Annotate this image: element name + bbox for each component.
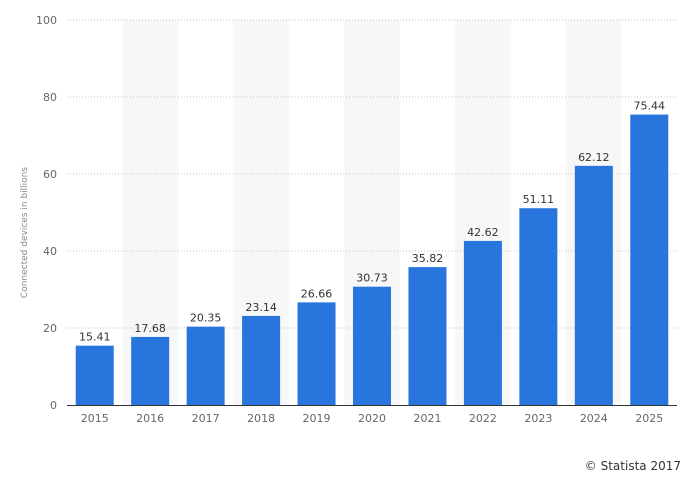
bar-2021[interactable] bbox=[408, 267, 447, 405]
y-tick-label-80: 80 bbox=[43, 91, 57, 104]
source-credit[interactable]: © Statista 2017 bbox=[584, 459, 681, 473]
y-tick-label-40: 40 bbox=[43, 245, 57, 258]
bar-2016[interactable] bbox=[131, 336, 170, 405]
data-label-2022: 42.62 bbox=[467, 226, 499, 239]
data-label-2021: 35.82 bbox=[412, 252, 444, 265]
x-tick-label-2016: 2016 bbox=[136, 412, 164, 425]
x-tick-label-2020: 2020 bbox=[358, 412, 386, 425]
x-tick-label-2023: 2023 bbox=[524, 412, 552, 425]
bar-2017[interactable] bbox=[186, 326, 225, 405]
x-tick-label-2025: 2025 bbox=[635, 412, 663, 425]
x-tick-label-2015: 2015 bbox=[81, 412, 109, 425]
x-tick-label-2018: 2018 bbox=[247, 412, 275, 425]
data-label-2024: 62.12 bbox=[578, 151, 610, 164]
data-label-2017: 20.35 bbox=[190, 312, 222, 325]
data-label-2020: 30.73 bbox=[356, 272, 388, 285]
y-tick-label-0: 0 bbox=[50, 399, 57, 412]
data-label-2023: 51.11 bbox=[523, 193, 555, 206]
y-axis-ticks: 0 20 40 60 80 100 bbox=[36, 14, 57, 412]
data-label-2025: 75.44 bbox=[634, 100, 666, 113]
x-tick-label-2021: 2021 bbox=[413, 412, 441, 425]
bar-2018[interactable] bbox=[242, 315, 281, 405]
y-tick-label-20: 20 bbox=[43, 322, 57, 335]
bar-2024[interactable] bbox=[574, 165, 613, 405]
bars bbox=[75, 114, 669, 405]
bar-2022[interactable] bbox=[463, 240, 502, 405]
bar-2023[interactable] bbox=[519, 208, 558, 405]
bar-2025[interactable] bbox=[630, 114, 669, 405]
x-tick-label-2022: 2022 bbox=[469, 412, 497, 425]
x-tick-label-2024: 2024 bbox=[580, 412, 608, 425]
data-label-2018: 23.14 bbox=[245, 301, 277, 314]
bar-2020[interactable] bbox=[353, 286, 391, 405]
y-axis-title: Connected devices in billions bbox=[20, 167, 30, 298]
x-axis-ticks: 2015 2016 2017 2018 2019 2020 2021 2022 2023 2024… bbox=[81, 412, 664, 425]
x-tick-label-2019: 2019 bbox=[303, 412, 331, 425]
y-tick-label-60: 60 bbox=[43, 168, 57, 181]
x-tick-label-2017: 2017 bbox=[192, 412, 220, 425]
bar-2015[interactable] bbox=[75, 345, 114, 405]
data-label-2015: 15.41 bbox=[79, 331, 111, 344]
y-tick-label-100: 100 bbox=[36, 14, 57, 27]
data-labels: 15.41 17.68 20.35 23.14 26.66 30.73 35.82 42.62… bbox=[79, 100, 665, 344]
bar-2019[interactable] bbox=[297, 302, 336, 405]
data-label-2019: 26.66 bbox=[301, 287, 333, 300]
data-label-2016: 17.68 bbox=[134, 322, 166, 335]
